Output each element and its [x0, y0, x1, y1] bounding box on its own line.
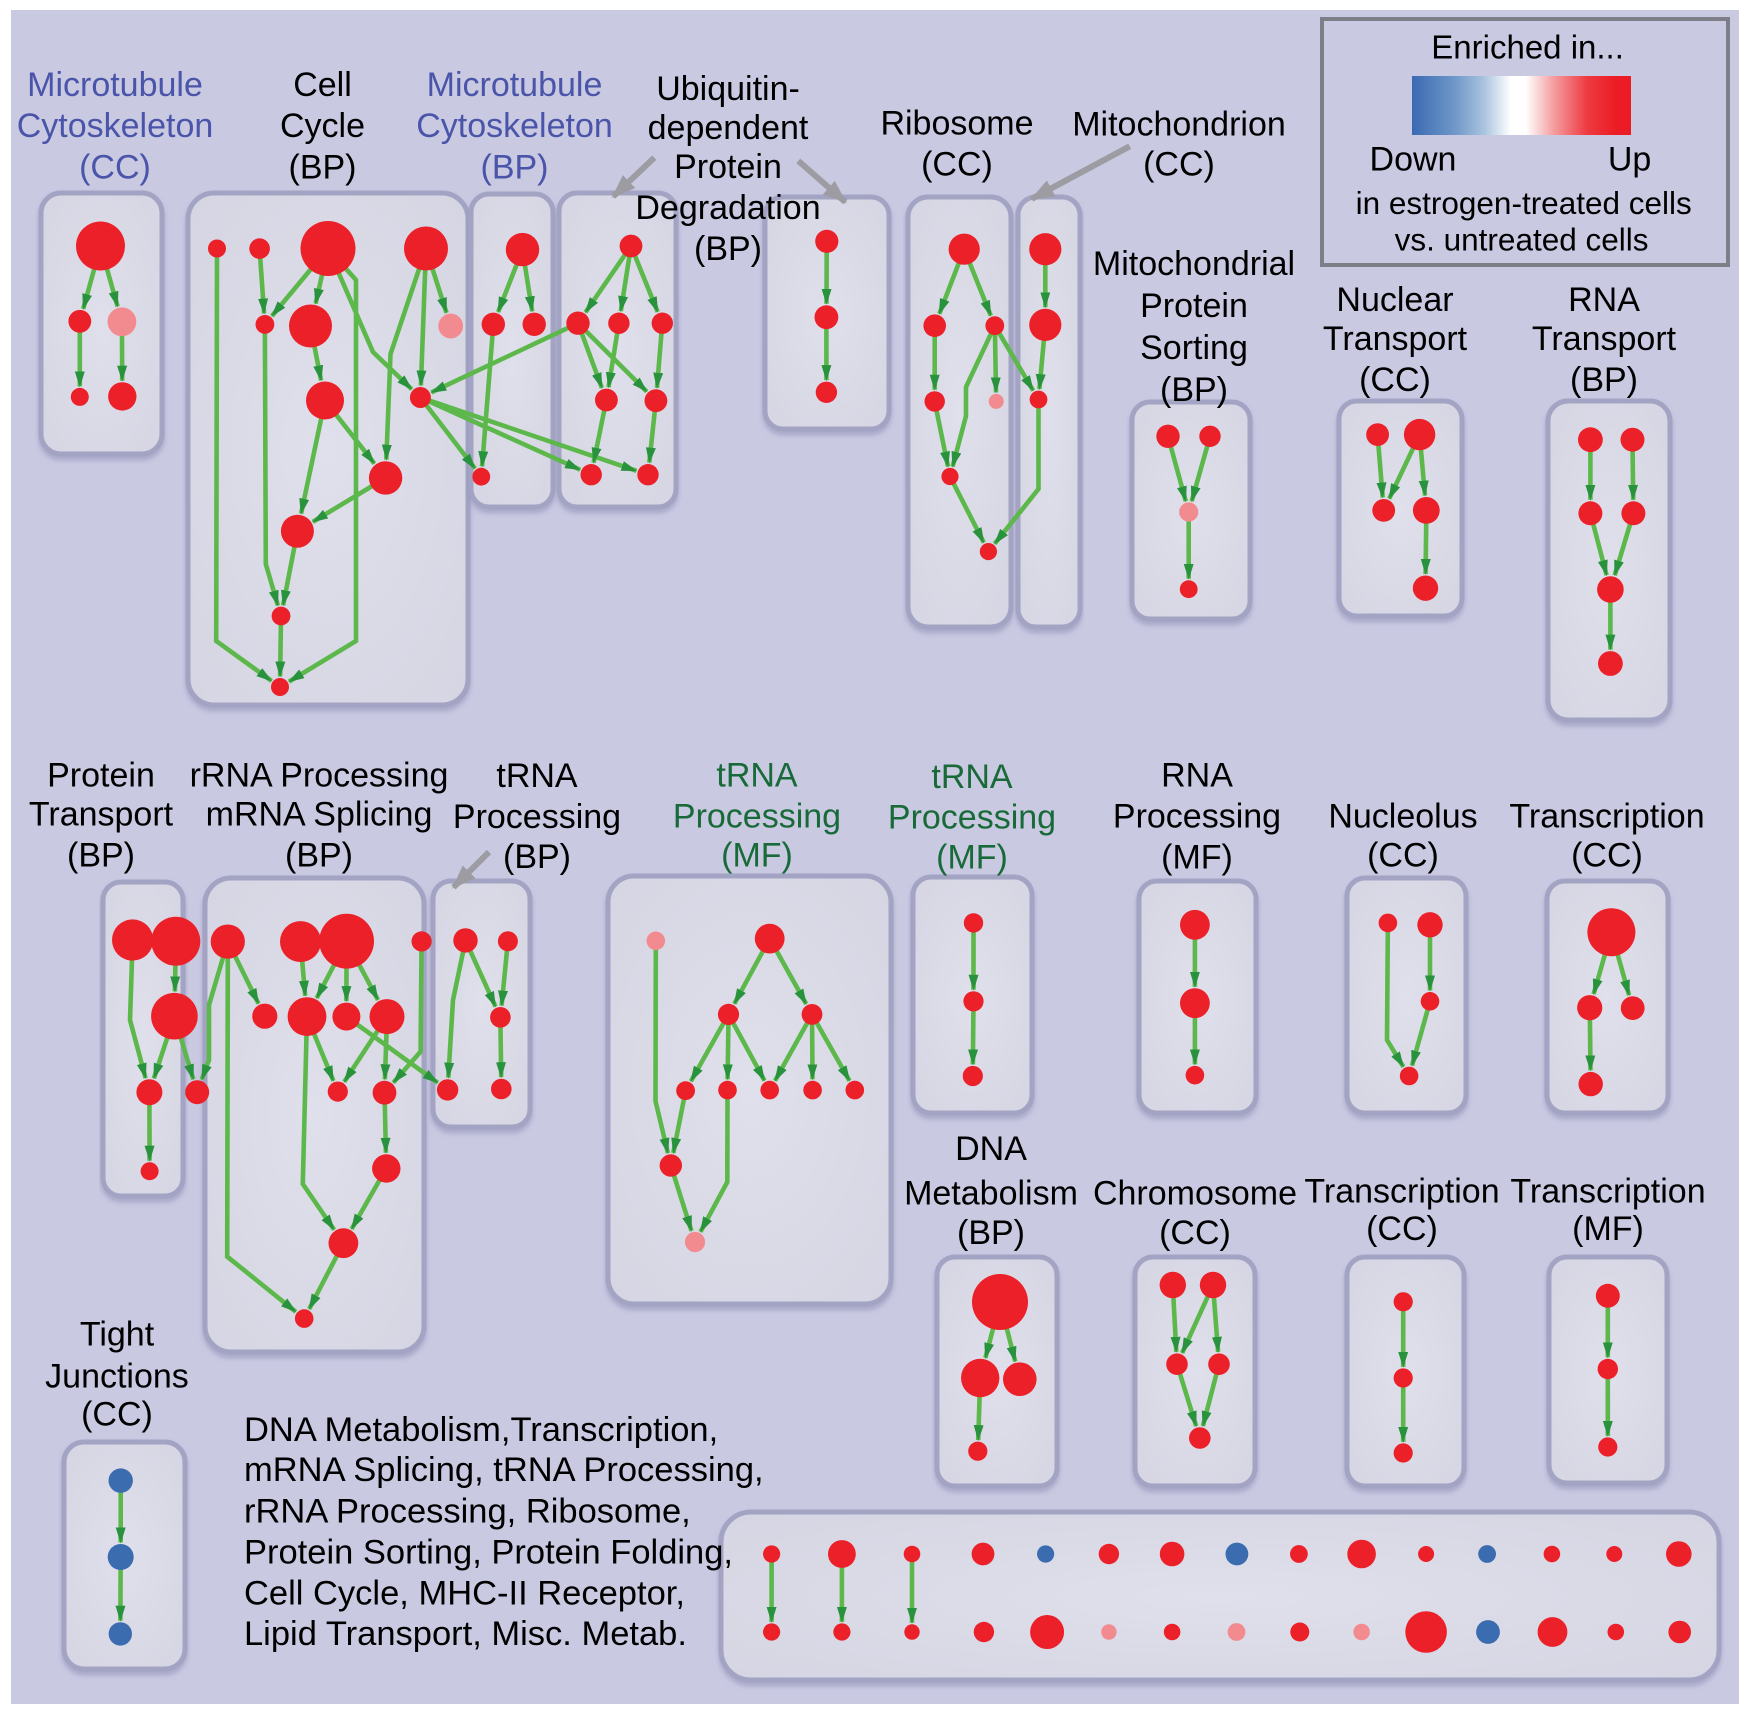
svg-text:Mitochondrial: Mitochondrial: [1093, 245, 1295, 283]
svg-text:Chromosome: Chromosome: [1093, 1175, 1297, 1213]
svg-text:(CC): (CC): [81, 1396, 153, 1434]
svg-text:Cytoskeleton: Cytoskeleton: [17, 107, 214, 145]
svg-text:(MF): (MF): [1572, 1210, 1644, 1248]
svg-text:Microtubule: Microtubule: [27, 66, 203, 104]
svg-text:(BP): (BP): [481, 149, 549, 187]
svg-text:Cell: Cell: [293, 66, 352, 104]
svg-text:Nucleolus: Nucleolus: [1328, 798, 1477, 836]
svg-text:Transcription: Transcription: [1510, 1173, 1705, 1211]
svg-text:Metabolism: Metabolism: [904, 1175, 1078, 1213]
svg-text:Ribosome: Ribosome: [880, 104, 1033, 142]
svg-text:(CC): (CC): [1159, 1214, 1231, 1252]
svg-text:(MF): (MF): [1161, 839, 1233, 877]
svg-text:in estrogen-treated cells: in estrogen-treated cells: [1356, 185, 1692, 221]
svg-text:(BP): (BP): [957, 1214, 1025, 1252]
svg-text:Processing: Processing: [453, 798, 621, 836]
svg-text:(CC): (CC): [79, 149, 151, 187]
svg-text:Sorting: Sorting: [1140, 329, 1248, 367]
svg-text:(BP): (BP): [289, 149, 357, 187]
svg-text:Transport: Transport: [1532, 320, 1677, 358]
svg-text:Transcription: Transcription: [1509, 798, 1704, 836]
svg-text:Transport: Transport: [1323, 320, 1468, 358]
svg-text:(CC): (CC): [1366, 1210, 1438, 1248]
svg-text:(CC): (CC): [1571, 837, 1643, 875]
svg-text:dependent: dependent: [648, 109, 809, 147]
svg-text:Junctions: Junctions: [45, 1357, 189, 1395]
svg-text:tRNA: tRNA: [716, 757, 798, 795]
svg-text:Cytoskeleton: Cytoskeleton: [416, 107, 613, 145]
svg-text:(BP): (BP): [503, 838, 571, 876]
svg-text:Nuclear: Nuclear: [1336, 281, 1453, 319]
svg-text:Processing: Processing: [1113, 798, 1281, 836]
svg-text:rRNA Processing: rRNA Processing: [190, 757, 449, 795]
svg-text:Microtubule: Microtubule: [427, 66, 603, 104]
svg-text:Protein Sorting, Protein Foldi: Protein Sorting, Protein Folding,: [244, 1534, 733, 1572]
svg-text:Enriched in...: Enriched in...: [1431, 28, 1624, 65]
svg-text:Protein: Protein: [674, 148, 782, 186]
svg-text:Lipid Transport, Misc. Metab.: Lipid Transport, Misc. Metab.: [244, 1615, 687, 1653]
svg-text:vs. untreated cells: vs. untreated cells: [1395, 222, 1649, 258]
svg-text:DNA Metabolism,Transcription,: DNA Metabolism,Transcription,: [244, 1411, 718, 1449]
svg-text:(CC): (CC): [1359, 361, 1431, 399]
svg-text:(MF): (MF): [936, 839, 1008, 877]
svg-text:(BP): (BP): [1570, 361, 1638, 399]
svg-text:mRNA Splicing, tRNA Processing: mRNA Splicing, tRNA Processing,: [244, 1451, 764, 1489]
svg-text:Mitochondrion: Mitochondrion: [1072, 105, 1286, 143]
svg-text:Ubiquitin-: Ubiquitin-: [656, 70, 800, 108]
svg-text:Processing: Processing: [888, 799, 1056, 837]
svg-text:Degradation: Degradation: [635, 189, 820, 227]
svg-text:rRNA Processing, Ribosome,: rRNA Processing, Ribosome,: [244, 1492, 691, 1530]
svg-text:(MF): (MF): [721, 837, 793, 875]
svg-text:(CC): (CC): [921, 146, 993, 184]
svg-text:Transcription: Transcription: [1304, 1173, 1499, 1211]
svg-text:Up: Up: [1608, 140, 1651, 178]
svg-text:Tight: Tight: [80, 1315, 155, 1353]
svg-text:Cycle: Cycle: [280, 107, 365, 145]
svg-text:DNA: DNA: [955, 1130, 1027, 1168]
svg-text:Cell Cycle, MHC-II Receptor,: Cell Cycle, MHC-II Receptor,: [244, 1575, 685, 1613]
svg-text:tRNA: tRNA: [496, 757, 578, 795]
svg-text:Protein: Protein: [1140, 287, 1248, 325]
svg-text:(BP): (BP): [285, 837, 353, 875]
svg-text:(CC): (CC): [1143, 146, 1215, 184]
svg-text:(BP): (BP): [694, 230, 762, 268]
svg-text:Transport: Transport: [29, 796, 174, 834]
svg-text:(BP): (BP): [1160, 371, 1228, 409]
svg-text:(BP): (BP): [67, 837, 135, 875]
svg-text:Protein: Protein: [47, 757, 155, 795]
svg-text:RNA: RNA: [1161, 757, 1233, 795]
svg-text:Processing: Processing: [673, 798, 841, 836]
svg-text:mRNA Splicing: mRNA Splicing: [206, 796, 433, 834]
svg-text:tRNA: tRNA: [931, 758, 1013, 796]
svg-text:RNA: RNA: [1568, 281, 1640, 319]
svg-text:(CC): (CC): [1367, 837, 1439, 875]
svg-text:Down: Down: [1370, 140, 1457, 178]
